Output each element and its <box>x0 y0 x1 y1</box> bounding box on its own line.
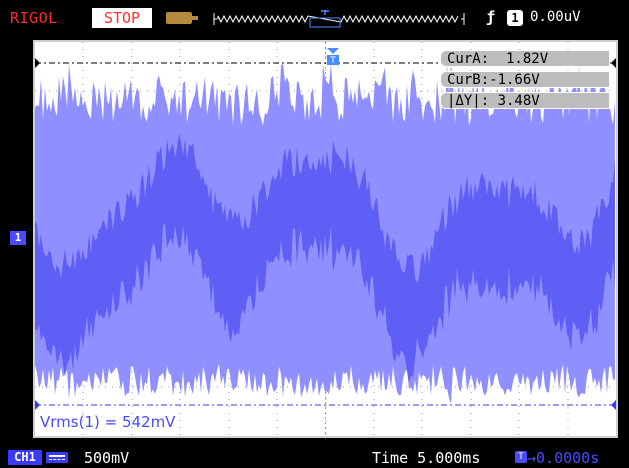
cursor-delta-readout: |ΔY|: 3.48V <box>440 92 610 109</box>
waveform-canvas: T <box>35 42 616 436</box>
timebase-readout: Time 5.000ms <box>372 449 481 467</box>
memory-depth-icon <box>166 12 198 24</box>
bottom-status-bar: CH1 500mV Time 5.000ms T →0.0000s <box>0 446 629 468</box>
run-stop-status[interactable]: STOP <box>92 8 152 28</box>
trigger-level-readout: 0.00uV <box>530 9 581 25</box>
vrms-measurement: Vrms(1) = 542mV <box>40 413 176 431</box>
status-bar: RIGOL STOP ƒ 1 0.00uV <box>0 0 629 36</box>
brand-logo: RIGOL <box>10 9 58 27</box>
channel-1-marker[interactable]: 1 <box>10 231 26 245</box>
waveform-core <box>35 133 615 383</box>
cursor-b-readout: CurB:-1.66V <box>440 71 610 88</box>
svg-text:T: T <box>329 56 336 66</box>
trigger-slope-icon: ƒ <box>486 8 496 26</box>
trigger-position-readout: →0.0000s <box>527 449 600 467</box>
channel-scale-readout: 500mV <box>84 449 130 467</box>
waveform-overview-icon <box>213 10 465 28</box>
trigger-source-badge: 1 <box>507 10 523 26</box>
cursor-a-readout: CurA: 1.82V <box>440 50 610 67</box>
waveform-screen[interactable]: T <box>33 40 618 438</box>
ac-coupling-icon <box>46 452 68 463</box>
trigger-position-icon: T <box>515 451 527 463</box>
channel-1-badge[interactable]: CH1 <box>8 450 42 465</box>
trigger-marker-icon[interactable]: T <box>327 48 339 66</box>
